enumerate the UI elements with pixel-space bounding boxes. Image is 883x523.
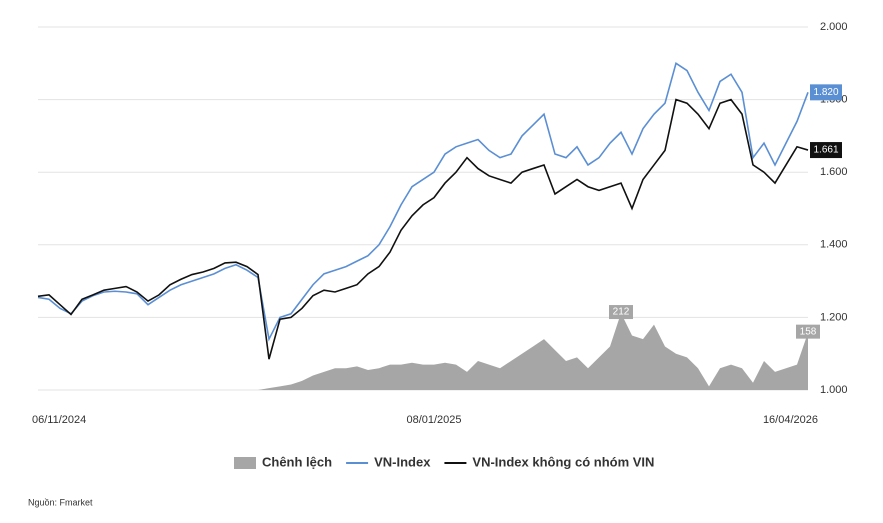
y-tick-label: 1.600 — [820, 166, 848, 178]
legend-item: VN-Index — [346, 454, 431, 469]
x-tick-label: 06/11/2024 — [32, 414, 86, 426]
x-tick-label: 08/01/2025 — [406, 414, 461, 426]
value-label: 212 — [613, 307, 630, 318]
legend-label: Chênh lệch — [262, 454, 332, 469]
end-label: 1.820 — [813, 87, 838, 98]
index-line — [37, 62, 809, 342]
index-line — [37, 98, 809, 360]
difference-area — [38, 313, 808, 390]
source: Nguồn: Fmarket — [28, 497, 93, 507]
end-label-box — [810, 142, 842, 159]
y-tick-label: 2.000 — [820, 21, 848, 33]
legend-item: VN-Index không có nhóm VIN — [444, 454, 654, 469]
y-tick-label: 1.000 — [820, 384, 848, 396]
value-label-box — [796, 324, 820, 339]
legend-label: VN-Index — [374, 454, 431, 469]
y-tick-label: 1.400 — [820, 239, 848, 251]
value-label: 158 — [800, 326, 817, 337]
legend-item: Chênh lệch — [234, 454, 332, 469]
legend-swatch — [234, 457, 256, 469]
value-label-box — [609, 305, 633, 320]
x-tick-label: 16/04/2026 — [763, 414, 818, 426]
legend-label: VN-Index không có nhóm VIN — [472, 454, 654, 469]
end-label: 1.661 — [813, 145, 838, 156]
end-label-box — [810, 84, 842, 101]
y-tick-label: 1.200 — [820, 311, 848, 323]
